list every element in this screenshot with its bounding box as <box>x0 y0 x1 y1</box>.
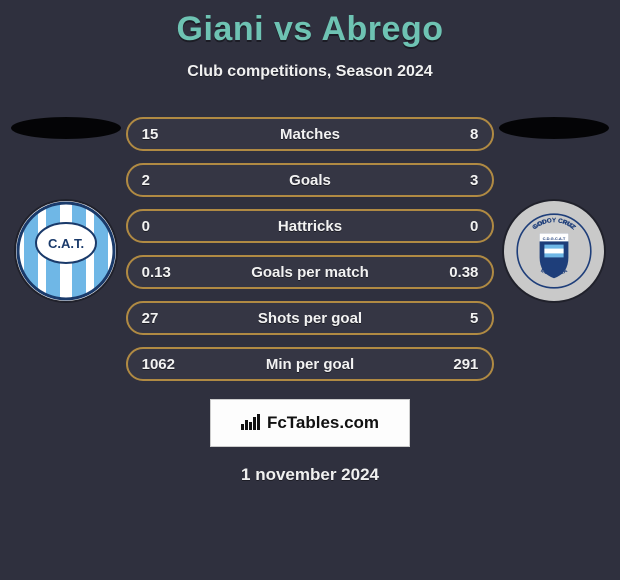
branding-badge: FcTables.com <box>210 399 410 447</box>
branding-text: FcTables.com <box>267 413 379 433</box>
stat-row: 1062 Min per goal 291 <box>126 347 495 381</box>
stat-right-value: 5 <box>428 310 478 327</box>
player-photo-shadow <box>499 117 609 139</box>
stat-left-value: 0.13 <box>142 264 192 281</box>
stat-left-value: 27 <box>142 310 192 327</box>
stat-right-value: 8 <box>428 126 478 143</box>
stat-row: 27 Shots per goal 5 <box>126 301 495 335</box>
stats-table: 15 Matches 8 2 Goals 3 0 Hattricks 0 0.1… <box>126 117 495 381</box>
stat-row: 0 Hattricks 0 <box>126 209 495 243</box>
stat-left-value: 15 <box>142 126 192 143</box>
stat-row: 2 Goals 3 <box>126 163 495 197</box>
stat-row: 0.13 Goals per match 0.38 <box>126 255 495 289</box>
stat-left-value: 1062 <box>142 356 192 373</box>
right-club-logo: GODOY CRUZ GODOY CRUZ MENDOZA C.D.G.C.A.… <box>504 201 604 301</box>
stat-left-value: 2 <box>142 172 192 189</box>
stat-right-value: 3 <box>428 172 478 189</box>
left-player-column: C.A.T. <box>6 117 126 381</box>
godoy-cruz-badge-icon: GODOY CRUZ GODOY CRUZ MENDOZA C.D.G.C.A.… <box>514 211 594 291</box>
page-title: Giani vs Abrego <box>0 0 620 49</box>
stat-right-value: 291 <box>428 356 478 373</box>
svg-text:C.A.T.: C.A.T. <box>48 236 84 251</box>
stat-row: 15 Matches 8 <box>126 117 495 151</box>
stat-right-value: 0 <box>428 218 478 235</box>
stat-right-value: 0.38 <box>428 264 478 281</box>
player-photo-shadow <box>11 117 121 139</box>
page-subtitle: Club competitions, Season 2024 <box>0 63 620 81</box>
chart-bars-icon <box>241 414 261 433</box>
left-club-logo: C.A.T. <box>16 201 116 301</box>
comparison-content: C.A.T. 15 Matches 8 2 Goals 3 0 Hattrick… <box>0 117 620 381</box>
stat-left-value: 0 <box>142 218 192 235</box>
right-player-column: GODOY CRUZ GODOY CRUZ MENDOZA C.D.G.C.A.… <box>494 117 614 381</box>
date-label: 1 november 2024 <box>0 465 620 485</box>
atletico-tucuman-badge-icon: C.A.T. <box>16 201 116 301</box>
svg-text:C.D.G.C.A.T: C.D.G.C.A.T <box>543 236 566 241</box>
